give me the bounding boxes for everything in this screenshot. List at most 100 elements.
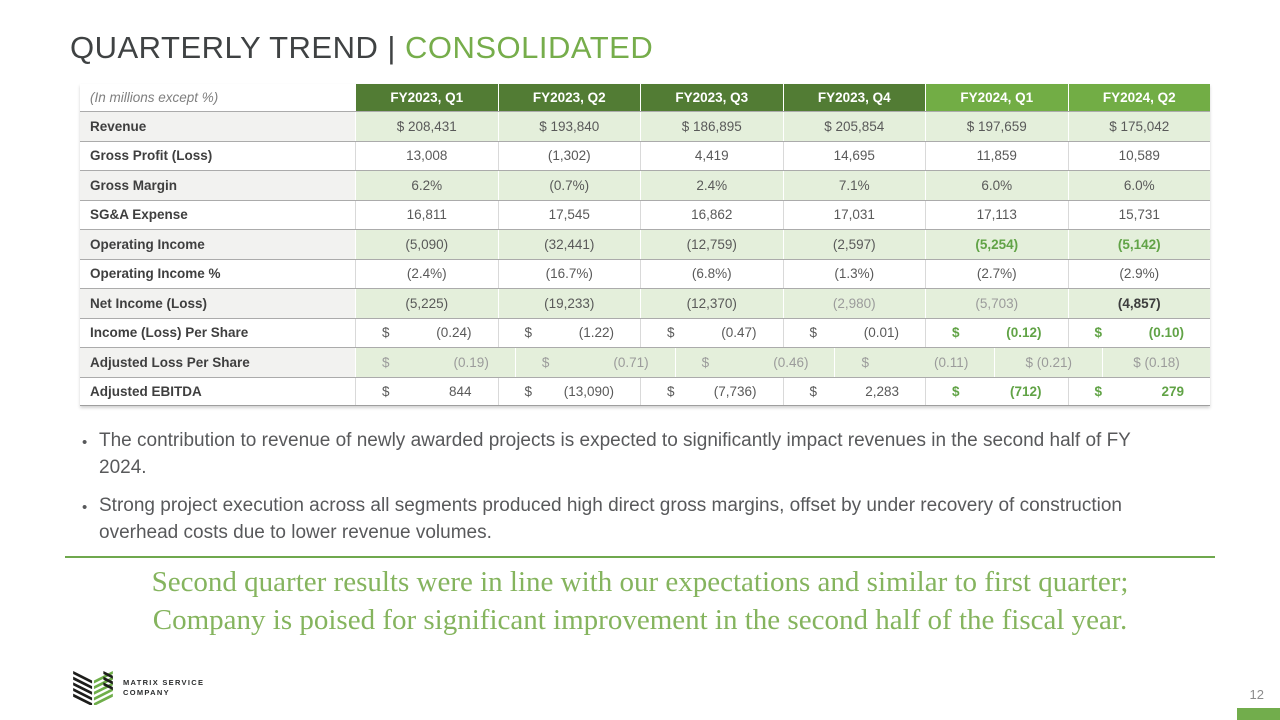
value-cell: $ (0.24) xyxy=(355,318,498,347)
table-row: Operating Income (5,090) (32,441) (12,759)(… xyxy=(80,229,1210,259)
column-header-fy2023-q4: FY2023, Q4 xyxy=(782,84,925,111)
value-cell: $ 208,431 xyxy=(355,112,498,141)
value-cell: $ (7,736) xyxy=(640,377,783,405)
row-label: Gross Profit (Loss) xyxy=(80,141,355,170)
logo-line-2: COMPANY xyxy=(123,688,170,697)
table-row: Revenue $ 208,431 $ 193,840 $ 186,895 $ 205,… xyxy=(80,111,1210,141)
title-main: QUARTERLY TREND xyxy=(70,30,379,65)
bullet-item: The contribution to revenue of newly awa… xyxy=(82,428,1177,481)
quarterly-table: (In millions except %) FY2023, Q1 FY2023, … xyxy=(80,84,1210,406)
row-label: Net Income (Loss) xyxy=(80,289,355,318)
title-accent: CONSOLIDATED xyxy=(404,30,654,65)
table-row: Gross Margin 6.2% (0.7%) 2.4% 7.1% 6.0% 6.0% xyxy=(80,170,1210,200)
column-header-fy2023-q3: FY2023, Q3 xyxy=(640,84,783,111)
value-cell: (5,142) xyxy=(1067,230,1210,259)
value-cell: 6.2% xyxy=(355,171,498,200)
table-row: Adjusted Loss Per Share $ (0.19) $ (0.71) $ (0… xyxy=(80,347,1210,377)
value-cell: 16,862 xyxy=(640,200,783,229)
title-divider: | xyxy=(387,30,396,65)
value-cell: $ (712) xyxy=(925,377,1068,405)
column-header-fy2023-q2: FY2023, Q2 xyxy=(497,84,640,111)
value-cell: $ (0.10) xyxy=(1067,318,1210,347)
logo-line-1: MATRIX SERVICE xyxy=(123,678,205,687)
value-cell: 17,113 xyxy=(925,200,1068,229)
value-cell: (19,233) xyxy=(497,289,640,318)
value-cell: 4,419 xyxy=(640,141,783,170)
value-cell: $ (0.19) xyxy=(355,348,515,377)
value-cell: (5,225) xyxy=(355,289,498,318)
value-cell: $ 186,895 xyxy=(640,112,783,141)
column-header-fy2023-q1: FY2023, Q1 xyxy=(355,84,498,111)
row-label: Income (Loss) Per Share xyxy=(80,318,355,347)
quote-line: Company is poised for significant improv… xyxy=(152,604,1128,636)
value-cell: $ (13,090) xyxy=(497,377,640,405)
logo-text: MATRIX SERVICE COMPANY xyxy=(123,678,204,698)
table-row: Gross Profit (Loss) 13,008 (1,302) 4,419 14,… xyxy=(80,140,1210,170)
bullet-list: The contribution to revenue of newly awa… xyxy=(82,428,1177,558)
value-cell: $ (0.11) xyxy=(834,348,995,377)
value-cell: $ 205,854 xyxy=(782,112,925,141)
value-cell: (1,302) xyxy=(497,141,640,170)
value-cell: $ (0.12) xyxy=(925,318,1068,347)
value-cell: (16.7%) xyxy=(497,259,640,288)
value-cell: 6.0% xyxy=(1067,171,1210,200)
table-row: Income (Loss) Per Share $ (0.24) $ (1.22) $ (0… xyxy=(80,317,1210,347)
value-cell: 11,859 xyxy=(925,141,1068,170)
row-label: Revenue xyxy=(80,112,355,141)
value-cell: $279 xyxy=(1067,377,1210,405)
row-label: Adjusted EBITDA xyxy=(80,377,355,405)
table-unit-note: (In millions except %) xyxy=(80,84,355,111)
value-cell: $ (1.22) xyxy=(497,318,640,347)
quote-block: Second quarter results were in line with… xyxy=(65,563,1215,639)
table-header-row: (In millions except %) FY2023, Q1 FY2023, … xyxy=(80,84,1210,111)
value-cell: 7.1% xyxy=(782,171,925,200)
value-cell: $ (0.21) xyxy=(994,348,1103,377)
company-logo: MATRIX SERVICE COMPANY xyxy=(72,671,204,705)
value-cell: $ 175,042 xyxy=(1067,112,1210,141)
page-title: QUARTERLY TREND | CONSOLIDATED xyxy=(70,30,653,66)
value-cell: 17,031 xyxy=(782,200,925,229)
value-cell: (2,597) xyxy=(782,230,925,259)
value-cell: 10,589 xyxy=(1067,141,1210,170)
value-cell: (12,370) xyxy=(640,289,783,318)
row-label: SG&A Expense xyxy=(80,200,355,229)
value-cell: 14,695 xyxy=(782,141,925,170)
value-cell: 17,545 xyxy=(497,200,640,229)
table-row: Adjusted EBITDA $844 $ (13,090) $ (7,736) $2,2… xyxy=(80,376,1210,406)
value-cell: (4,857) xyxy=(1067,289,1210,318)
value-cell: (2.7%) xyxy=(925,259,1068,288)
column-header-fy2024-q2: FY2024, Q2 xyxy=(1067,84,1210,111)
value-cell: $ (0.46) xyxy=(674,348,835,377)
table-row: Net Income (Loss) (5,225) (19,233) (12,370)… xyxy=(80,288,1210,318)
bullet-item: Strong project execution across all segm… xyxy=(82,493,1177,546)
value-cell: $844 xyxy=(355,377,498,405)
value-cell: 6.0% xyxy=(925,171,1068,200)
value-cell: (5,090) xyxy=(355,230,498,259)
row-label: Gross Margin xyxy=(80,171,355,200)
quote-divider-line xyxy=(65,556,1215,558)
value-cell: 15,731 xyxy=(1067,200,1210,229)
value-cell: $ (0.71) xyxy=(514,348,675,377)
value-cell: (2.9%) xyxy=(1067,259,1210,288)
value-cell: (5,254) xyxy=(925,230,1068,259)
table-row: SG&A Expense 16,811 17,545 16,862 17,031 17,1… xyxy=(80,199,1210,229)
value-cell: (12,759) xyxy=(640,230,783,259)
value-cell: 2.4% xyxy=(640,171,783,200)
value-cell: (32,441) xyxy=(497,230,640,259)
row-label: Operating Income xyxy=(80,230,355,259)
value-cell: $ (0.47) xyxy=(640,318,783,347)
corner-accent-bar xyxy=(1237,708,1280,720)
bullet-text: The contribution to revenue of newly awa… xyxy=(99,430,1131,478)
value-cell: 13,008 xyxy=(355,141,498,170)
value-cell: $ (0.01) xyxy=(782,318,925,347)
value-cell: 16,811 xyxy=(355,200,498,229)
value-cell: $ 193,840 xyxy=(497,112,640,141)
value-cell: $ (0.18) xyxy=(1102,348,1210,377)
column-header-fy2024-q1: FY2024, Q1 xyxy=(925,84,1068,111)
value-cell: $2,283 xyxy=(782,377,925,405)
row-label: Adjusted Loss Per Share xyxy=(80,348,355,377)
table-row: Operating Income % (2.4%) (16.7%) (6.8%) (1.… xyxy=(80,258,1210,288)
value-cell: (2.4%) xyxy=(355,259,498,288)
value-cell: (1.3%) xyxy=(782,259,925,288)
